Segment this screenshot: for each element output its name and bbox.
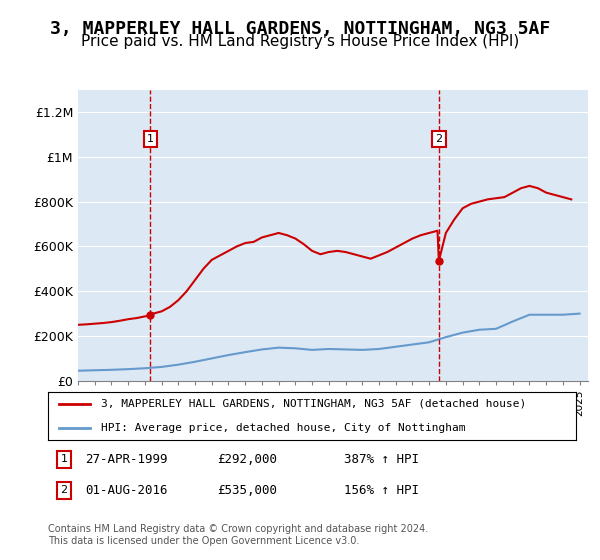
Text: £292,000: £292,000 — [217, 453, 277, 466]
Text: 1: 1 — [61, 454, 67, 464]
Text: 387% ↑ HPI: 387% ↑ HPI — [344, 453, 419, 466]
Text: Contains HM Land Registry data © Crown copyright and database right 2024.
This d: Contains HM Land Registry data © Crown c… — [48, 524, 428, 546]
Text: 3, MAPPERLEY HALL GARDENS, NOTTINGHAM, NG3 5AF (detached house): 3, MAPPERLEY HALL GARDENS, NOTTINGHAM, N… — [101, 399, 526, 409]
Text: 1: 1 — [147, 134, 154, 144]
Text: 2: 2 — [60, 486, 67, 495]
Text: 27-APR-1999: 27-APR-1999 — [85, 453, 167, 466]
Text: 01-AUG-2016: 01-AUG-2016 — [85, 484, 167, 497]
Text: £535,000: £535,000 — [217, 484, 277, 497]
Text: 3, MAPPERLEY HALL GARDENS, NOTTINGHAM, NG3 5AF: 3, MAPPERLEY HALL GARDENS, NOTTINGHAM, N… — [50, 20, 550, 38]
Text: Price paid vs. HM Land Registry's House Price Index (HPI): Price paid vs. HM Land Registry's House … — [81, 34, 519, 49]
Text: 156% ↑ HPI: 156% ↑ HPI — [344, 484, 419, 497]
Text: HPI: Average price, detached house, City of Nottingham: HPI: Average price, detached house, City… — [101, 423, 466, 433]
Text: 2: 2 — [435, 134, 442, 144]
